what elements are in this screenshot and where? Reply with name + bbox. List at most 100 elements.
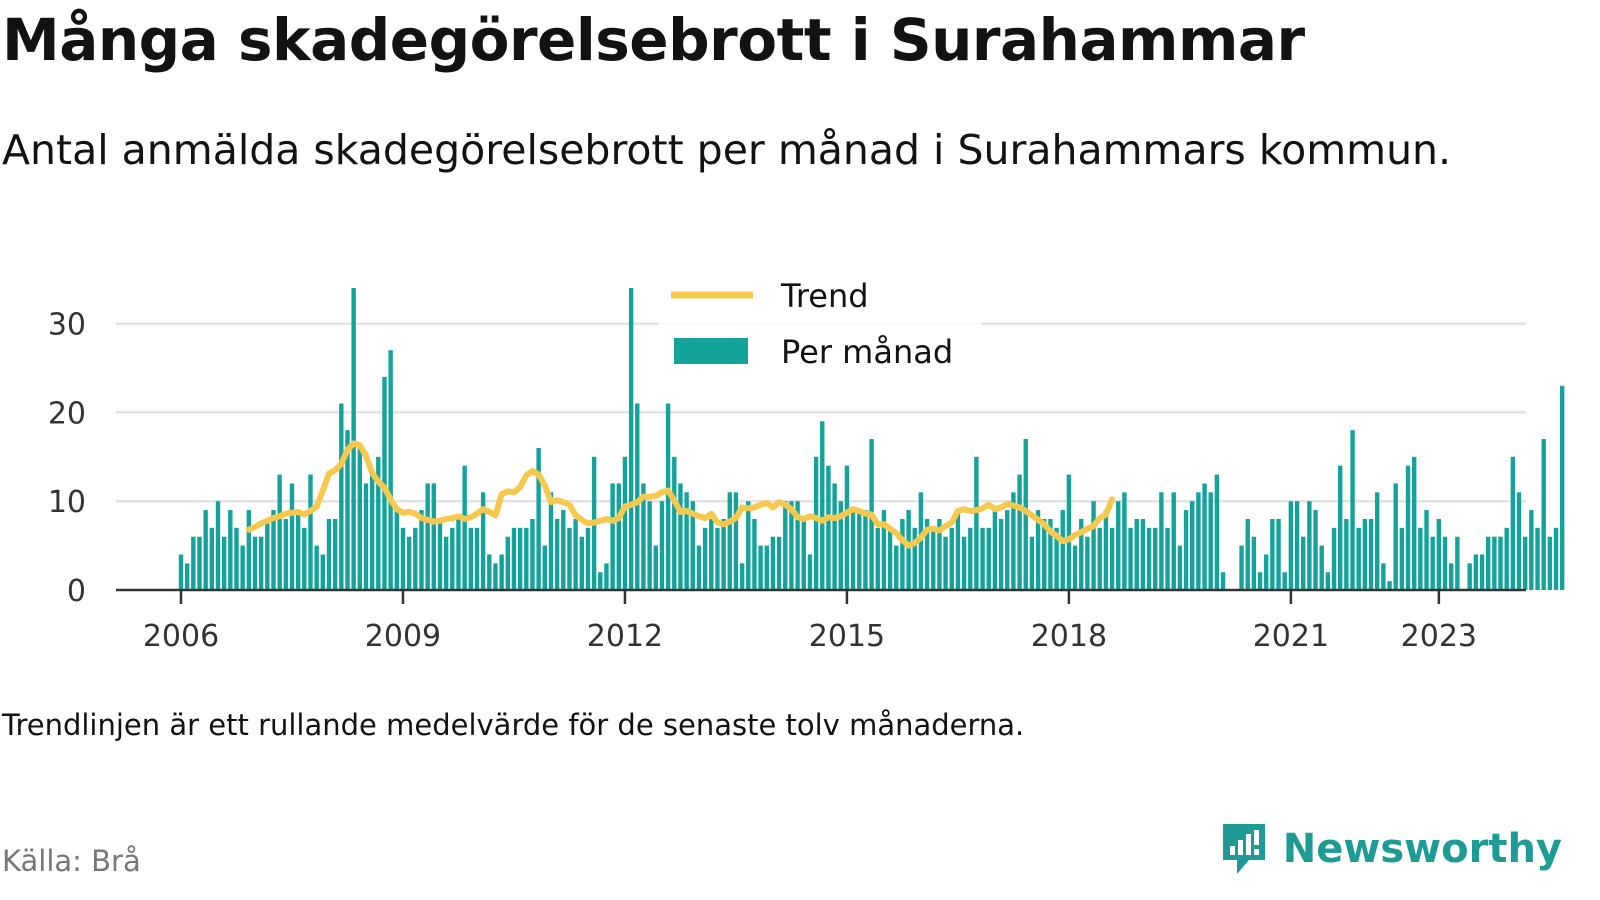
bar xyxy=(1054,527,1059,590)
bar-series xyxy=(178,288,1565,590)
bar xyxy=(456,518,461,590)
bar xyxy=(308,474,313,590)
y-tick-label: 30 xyxy=(48,308,86,343)
bar xyxy=(1183,510,1189,590)
bar xyxy=(961,536,967,590)
x-tick-label: 2009 xyxy=(365,619,441,654)
bar xyxy=(1005,510,1010,590)
bar xyxy=(302,527,307,590)
bar xyxy=(1190,501,1195,590)
bar xyxy=(1313,510,1318,590)
source-credit: Källa: Brå xyxy=(2,844,141,878)
bar xyxy=(1011,492,1016,590)
bar xyxy=(517,527,523,590)
newsworthy-logo-icon xyxy=(1222,824,1265,874)
bar xyxy=(1220,572,1226,590)
y-tick-label: 10 xyxy=(48,485,86,520)
bar xyxy=(1066,474,1072,590)
x-tick-label: 2012 xyxy=(587,619,663,654)
bar xyxy=(246,510,252,590)
bar xyxy=(1091,501,1096,590)
bar xyxy=(1393,483,1398,590)
bar xyxy=(209,527,215,590)
bar xyxy=(894,545,899,590)
bar xyxy=(1264,554,1269,590)
bar xyxy=(240,545,245,590)
bar xyxy=(776,536,782,590)
bar xyxy=(487,554,492,590)
bar xyxy=(536,447,541,590)
bar xyxy=(678,483,683,590)
bar xyxy=(1146,527,1152,590)
bar xyxy=(1350,430,1355,590)
bar xyxy=(339,403,344,590)
bar xyxy=(1035,510,1041,590)
bar xyxy=(1399,527,1405,590)
bar xyxy=(1079,518,1084,590)
bar xyxy=(727,492,732,590)
bar xyxy=(789,501,794,590)
bar xyxy=(203,510,208,590)
bar xyxy=(1153,527,1158,590)
bar xyxy=(1251,536,1257,590)
bar xyxy=(949,527,954,590)
bar xyxy=(752,518,757,590)
bar xyxy=(554,518,560,590)
bar xyxy=(369,474,375,590)
bar xyxy=(622,456,628,590)
bar xyxy=(1282,572,1287,590)
bar xyxy=(376,456,381,590)
bar xyxy=(178,554,184,590)
bar xyxy=(1060,510,1065,590)
bar xyxy=(1017,474,1022,590)
bar xyxy=(493,563,498,590)
bar xyxy=(1368,518,1374,590)
bar xyxy=(1276,518,1281,590)
bar xyxy=(1418,527,1423,590)
bar xyxy=(388,350,393,590)
x-tick-label: 2006 xyxy=(143,619,219,654)
bar xyxy=(844,465,850,590)
bar xyxy=(715,527,720,590)
bar xyxy=(425,483,430,590)
bar xyxy=(998,518,1004,590)
bar xyxy=(672,456,677,590)
newsworthy-logo: Newsworthy xyxy=(1219,820,1562,878)
y-tick-label: 20 xyxy=(48,396,86,431)
x-tick-label: 2018 xyxy=(1031,619,1107,654)
bar xyxy=(1270,518,1275,590)
bar xyxy=(986,527,991,590)
newsworthy-logo-text: Newsworthy xyxy=(1282,826,1562,872)
bar xyxy=(733,492,739,590)
bar xyxy=(1288,501,1294,590)
bar xyxy=(1498,536,1503,590)
trend-line xyxy=(245,440,1116,549)
bar xyxy=(1245,518,1250,590)
bar xyxy=(1122,492,1127,590)
bar xyxy=(628,288,634,590)
bar xyxy=(462,465,467,590)
bar xyxy=(1430,536,1435,590)
bar xyxy=(598,572,603,590)
bar xyxy=(758,545,763,590)
bar xyxy=(881,510,887,590)
bar xyxy=(320,554,326,590)
bar xyxy=(1375,492,1380,590)
bar xyxy=(1239,545,1244,590)
bar xyxy=(1479,554,1485,590)
bar xyxy=(813,456,819,590)
bar xyxy=(505,536,510,590)
bar xyxy=(265,518,270,590)
bar xyxy=(980,527,985,590)
bar xyxy=(943,536,948,590)
bar xyxy=(1257,572,1263,590)
bar xyxy=(1165,527,1170,590)
bar xyxy=(702,527,708,590)
bar xyxy=(1085,536,1090,590)
bar xyxy=(1436,518,1442,590)
bar xyxy=(1387,581,1392,590)
bar xyxy=(1177,545,1183,590)
axes: 0 10 20 30 2006 2009 2012 2015 2018 2021 2023 xyxy=(48,308,1526,654)
bar xyxy=(992,510,998,590)
bar xyxy=(1529,510,1534,590)
